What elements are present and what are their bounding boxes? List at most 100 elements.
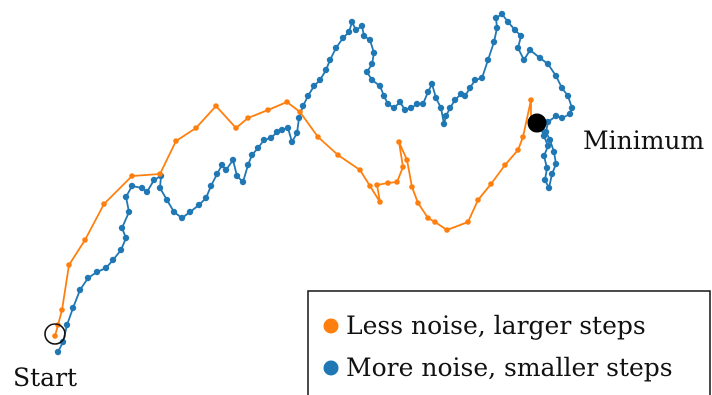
data-point-more-noise	[138, 184, 146, 192]
data-point-less-noise	[465, 219, 471, 225]
data-point-more-noise	[407, 104, 415, 112]
data-point-more-noise	[564, 92, 572, 100]
data-point-more-noise	[440, 120, 448, 128]
data-point-more-noise	[540, 132, 548, 140]
data-point-more-noise	[384, 100, 392, 108]
data-point-more-noise	[552, 72, 560, 80]
data-point-more-noise	[186, 208, 194, 216]
data-point-more-noise	[517, 32, 525, 40]
data-point-more-noise	[541, 176, 549, 184]
data-point-less-noise	[409, 184, 415, 190]
data-point-less-noise	[213, 103, 219, 109]
data-point-more-noise	[102, 264, 110, 272]
data-point-more-noise	[390, 104, 398, 112]
data-point-more-noise	[358, 22, 366, 30]
data-point-more-noise	[552, 160, 560, 168]
data-point-less-noise	[315, 134, 321, 140]
start-marker	[44, 323, 66, 345]
data-point-more-noise	[401, 106, 409, 114]
data-point-more-noise	[233, 172, 241, 180]
data-point-less-noise	[475, 197, 481, 203]
data-point-more-noise	[376, 82, 384, 90]
legend-swatch-less-noise	[323, 318, 339, 334]
data-point-more-noise	[478, 74, 486, 82]
data-point-more-noise	[202, 194, 210, 202]
data-point-more-noise	[109, 256, 117, 264]
data-point-more-noise	[260, 136, 268, 144]
data-point-more-noise	[170, 208, 178, 216]
data-point-less-noise	[101, 201, 107, 207]
data-point-more-noise	[122, 234, 130, 242]
data-point-more-noise	[514, 44, 522, 52]
data-point-more-noise	[299, 102, 307, 110]
data-point-more-noise	[178, 214, 186, 222]
data-point-more-noise	[366, 36, 374, 44]
data-point-more-noise	[552, 112, 560, 120]
data-point-more-noise	[484, 56, 492, 64]
data-point-more-noise	[545, 184, 553, 192]
start-label: Start	[13, 363, 77, 392]
legend-label-less-noise: Less noise, larger steps	[346, 311, 646, 340]
data-point-more-noise	[332, 44, 340, 52]
minimum-marker	[527, 113, 547, 133]
data-point-more-noise	[293, 129, 301, 137]
data-point-more-noise	[548, 170, 556, 178]
data-point-less-noise	[520, 134, 526, 140]
data-point-more-noise	[339, 34, 347, 42]
data-point-less-noise	[173, 138, 179, 144]
data-point-more-noise	[84, 274, 92, 282]
data-point-more-noise	[461, 92, 469, 100]
data-point-more-noise	[396, 98, 404, 106]
legend: Less noise, larger steps More noise, sma…	[307, 290, 711, 395]
data-point-more-noise	[207, 182, 215, 190]
data-point-more-noise	[437, 104, 445, 112]
series-line-less-noise	[54, 99, 532, 337]
data-point-more-noise	[352, 26, 360, 34]
data-point-less-noise	[129, 173, 135, 179]
series-line-more-noise	[57, 13, 573, 353]
legend-frame	[307, 290, 711, 395]
data-point-more-noise	[492, 14, 500, 22]
data-point-more-noise	[295, 114, 303, 122]
data-point-more-noise	[213, 170, 221, 178]
data-point-less-noise	[432, 219, 438, 225]
data-point-more-noise	[304, 92, 312, 100]
data-point-more-noise	[229, 156, 237, 164]
data-point-more-noise	[54, 348, 62, 356]
data-point-less-noise	[157, 171, 163, 177]
data-point-more-noise	[273, 128, 281, 136]
legend-swatch-more-noise	[323, 360, 339, 376]
data-point-more-noise	[117, 246, 125, 254]
data-point-less-noise	[82, 237, 88, 243]
data-point-more-noise	[360, 32, 368, 40]
minimum-label: Minimum	[583, 126, 704, 155]
data-point-more-noise	[413, 100, 421, 108]
data-point-more-noise	[195, 201, 203, 209]
series-less-noise	[52, 97, 534, 339]
data-point-more-noise	[284, 124, 292, 132]
data-point-more-noise	[222, 166, 230, 174]
data-point-more-noise	[526, 46, 534, 54]
data-point-more-noise	[326, 56, 334, 64]
data-point-less-noise	[444, 227, 450, 233]
data-point-more-noise	[93, 268, 101, 276]
data-point-less-noise	[357, 167, 363, 173]
data-point-more-noise	[363, 68, 371, 76]
data-point-less-noise	[66, 262, 72, 268]
data-point-more-noise	[419, 100, 427, 108]
data-point-more-noise	[424, 88, 432, 96]
data-point-less-noise	[367, 183, 373, 189]
data-point-more-noise	[504, 18, 512, 26]
data-point-less-noise	[284, 99, 290, 105]
data-point-more-noise	[380, 92, 388, 100]
data-point-more-noise	[69, 304, 77, 312]
data-point-more-noise	[432, 94, 440, 102]
data-point-less-noise	[59, 307, 65, 313]
data-point-less-noise	[265, 107, 271, 113]
data-point-more-noise	[254, 144, 262, 152]
data-point-more-noise	[310, 82, 318, 90]
data-point-more-noise	[493, 24, 501, 32]
data-point-less-noise	[335, 152, 341, 158]
data-point-less-noise	[488, 181, 494, 187]
data-point-more-noise	[118, 224, 126, 232]
